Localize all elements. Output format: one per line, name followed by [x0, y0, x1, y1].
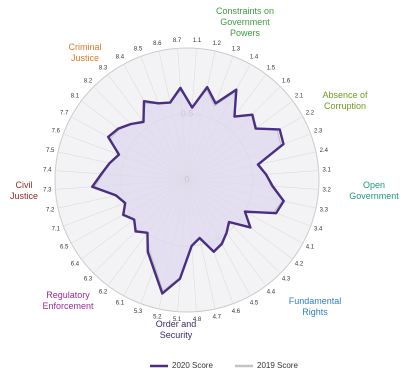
spoke-label: 8.7: [173, 38, 182, 44]
group-label: Constraints on Government Powers: [216, 6, 274, 38]
spoke-label: 6.5: [60, 245, 69, 251]
series-line: [91, 85, 285, 295]
spoke-label: 1.5: [267, 66, 276, 72]
spoke-label: 1.6: [282, 79, 291, 85]
spoke-label: 1.4: [250, 55, 259, 61]
group-label: Open Government: [349, 180, 399, 201]
spoke-label: 7.3: [43, 188, 52, 194]
spoke-label: 3.1: [322, 168, 331, 174]
spoke-label: 8.4: [116, 55, 125, 61]
group-label-line: Government: [349, 191, 399, 201]
spoke-label: 8.5: [134, 46, 143, 52]
group-label: Criminal Justice: [68, 42, 101, 63]
group-label: Fundamental Rights: [289, 296, 342, 317]
legend-label: 2019 Score: [257, 361, 298, 370]
spoke-label: 6.4: [71, 261, 80, 267]
group-label-line: Criminal: [68, 42, 101, 52]
spoke-label: 2.3: [314, 129, 323, 135]
legend-label: 2020 Score: [172, 361, 213, 370]
spoke-label: 4.1: [306, 245, 315, 251]
spoke-label: 4.4: [267, 290, 276, 296]
spoke-label: 8.3: [99, 66, 108, 72]
spoke-label: 6.1: [116, 300, 125, 306]
spoke-label: 8.2: [84, 79, 93, 85]
group-label-line: Fundamental: [289, 296, 342, 306]
group-label-line: Justice: [10, 191, 38, 201]
spoke-label: 1.3: [232, 46, 241, 52]
spoke-label: 4.7: [213, 314, 222, 320]
spoke-label: 1.1: [193, 38, 202, 44]
spoke-label: 6.3: [84, 277, 93, 283]
spoke-label: 4.3: [282, 277, 291, 283]
group-label-line: Security: [160, 330, 193, 340]
spoke-label: 8.6: [153, 41, 162, 47]
spoke-label: 7.7: [60, 110, 69, 116]
group-label-line: Civil: [16, 180, 33, 190]
spoke-label: 3.2: [322, 188, 331, 194]
spoke-label: 7.2: [46, 207, 55, 213]
group-label-line: Rights: [302, 307, 328, 317]
spoke-label: 2.4: [320, 148, 329, 154]
spoke-label: 4.8: [193, 317, 202, 323]
spoke-label: 4.5: [250, 300, 259, 306]
spoke-label: 5.3: [134, 309, 143, 315]
group-label-line: Corruption: [324, 101, 366, 111]
group-label: Absence of Corruption: [322, 90, 368, 111]
spoke-label: 7.1: [52, 227, 61, 233]
group-label: Regulatory Enforcement: [42, 290, 94, 311]
group-label-line: Powers: [230, 28, 261, 38]
spoke-label: 6.2: [99, 290, 108, 296]
spoke-label: 5.2: [153, 314, 162, 320]
group-label-line: Constraints on: [216, 6, 274, 16]
spoke-label: 1.2: [213, 41, 222, 47]
group-label-line: Government: [220, 17, 270, 27]
group-label-line: Enforcement: [42, 301, 94, 311]
spoke-label: 2.1: [295, 94, 304, 100]
spoke-label: 7.5: [46, 148, 55, 154]
group-label-line: Justice: [71, 53, 99, 63]
spoke-label: 3.4: [314, 227, 323, 233]
spoke-label: 2.2: [306, 110, 315, 116]
spoke-label: 7.4: [43, 168, 52, 174]
spoke-label: 3.3: [320, 207, 329, 213]
group-label-line: Order and: [156, 319, 197, 329]
group-label: Civil Justice: [10, 180, 38, 201]
group-label-line: Absence of: [322, 90, 368, 100]
spoke-label: 7.6: [52, 129, 61, 135]
spoke-label: 5.1: [173, 317, 182, 323]
spoke-label: 4.2: [295, 261, 304, 267]
spoke-label: 8.1: [71, 94, 80, 100]
group-label-line: Open: [363, 180, 385, 190]
group-label-line: Regulatory: [46, 290, 90, 300]
spoke-label: 4.6: [232, 309, 241, 315]
group-label: Order and Security: [156, 319, 197, 340]
